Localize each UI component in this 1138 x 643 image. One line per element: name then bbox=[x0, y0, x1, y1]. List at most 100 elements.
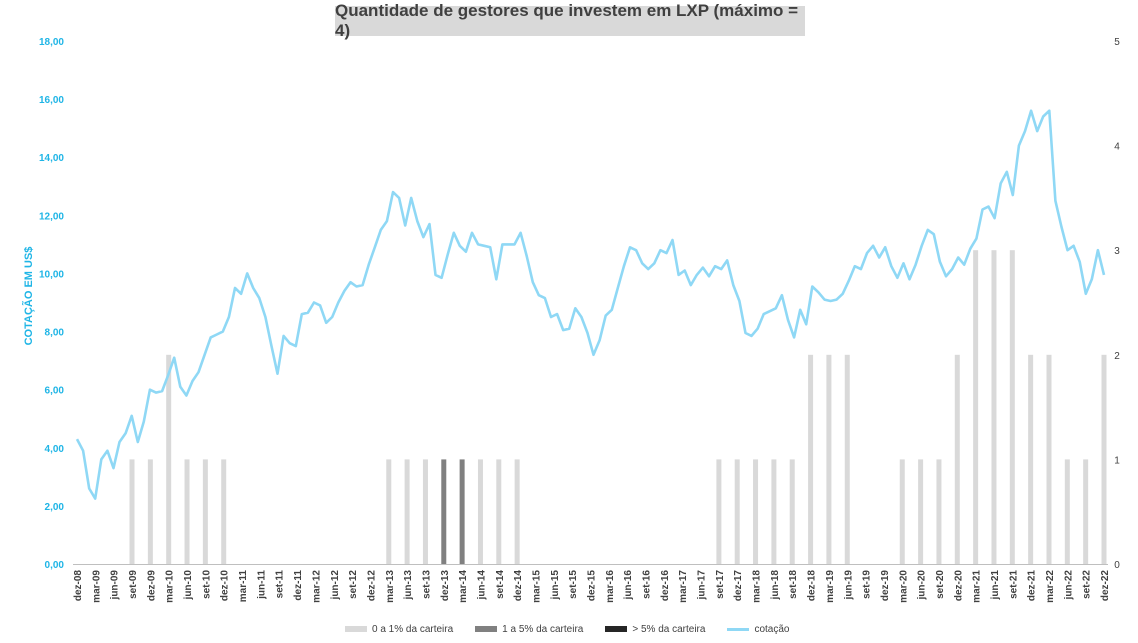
x-tick-label: set-20 bbox=[935, 570, 946, 599]
bar-low bbox=[221, 459, 227, 564]
legend-swatch-mid bbox=[475, 626, 498, 632]
legend-item-low: 0 a 1% da carteira bbox=[345, 624, 453, 635]
x-tick-label: set-13 bbox=[421, 570, 432, 599]
legend-swatch-line bbox=[727, 627, 750, 631]
bar-low bbox=[936, 459, 942, 564]
x-tick-label: jun-09 bbox=[110, 570, 121, 601]
y-right-tick-label: 3 bbox=[1114, 246, 1120, 257]
x-tick-label: jun-11 bbox=[256, 570, 267, 600]
x-tick-label: mar-11 bbox=[238, 570, 249, 603]
legend-label-high: > 5% da carteira bbox=[632, 623, 706, 635]
x-tick-label: jun-19 bbox=[843, 570, 854, 601]
series-line-cotacao bbox=[75, 109, 1106, 500]
x-tick-label: jun-16 bbox=[623, 570, 634, 601]
bar-low bbox=[1101, 354, 1107, 564]
bar-low bbox=[716, 459, 722, 564]
bar-low bbox=[991, 250, 997, 564]
x-tick-label: set-22 bbox=[1082, 570, 1093, 599]
x-tick-label: jun-18 bbox=[770, 570, 781, 601]
bar-low bbox=[404, 459, 410, 564]
legend-item-line: cotação bbox=[727, 624, 789, 635]
x-tick-label: dez-21 bbox=[1027, 570, 1038, 602]
y-right-tick-label: 5 bbox=[1114, 37, 1120, 48]
y-left-tick-label: 8,00 bbox=[45, 328, 65, 339]
legend-item-high: > 5% da carteira bbox=[605, 624, 705, 635]
x-tick-label: mar-12 bbox=[311, 570, 322, 603]
x-tick-label: jun-22 bbox=[1063, 570, 1074, 601]
bar-low bbox=[954, 354, 960, 564]
legend-item-mid: 1 a 5% da carteira bbox=[475, 624, 583, 635]
bar-low bbox=[734, 459, 740, 564]
y-left-tick-label: 2,00 bbox=[45, 502, 65, 513]
x-tick-label: jun-21 bbox=[990, 570, 1001, 601]
y-left-tick-label: 10,00 bbox=[39, 269, 64, 280]
x-tick-label: dez-17 bbox=[733, 570, 744, 602]
chart-title: Quantidade de gestores que investem em L… bbox=[335, 1, 805, 40]
x-tick-label: jun-17 bbox=[697, 570, 708, 601]
x-tick-label: set-10 bbox=[201, 570, 212, 599]
y-right-tick-label: 2 bbox=[1114, 351, 1120, 362]
bar-low bbox=[753, 459, 759, 564]
bar-low bbox=[918, 459, 924, 564]
x-tick-label: dez-08 bbox=[73, 570, 84, 602]
x-tick-label: set-19 bbox=[862, 570, 873, 599]
x-tick-label: set-12 bbox=[348, 570, 359, 599]
x-tick-label: dez-10 bbox=[220, 570, 231, 602]
legend: 0 a 1% da carteira 1 a 5% da carteira > … bbox=[345, 622, 789, 636]
bar-low bbox=[202, 459, 208, 564]
bar-low bbox=[808, 354, 814, 564]
bar-low bbox=[1028, 354, 1034, 564]
bar-low bbox=[422, 459, 428, 564]
x-tick-label: jun-20 bbox=[917, 570, 928, 601]
bar-low bbox=[496, 459, 502, 564]
x-tick-label: mar-22 bbox=[1045, 570, 1056, 603]
bar-low bbox=[166, 354, 172, 564]
x-tick-label: set-17 bbox=[715, 570, 726, 599]
y-right-tick-label: 1 bbox=[1114, 455, 1120, 466]
bar-low bbox=[1009, 250, 1015, 564]
x-tick-label: mar-16 bbox=[605, 570, 616, 603]
x-tick-label: jun-13 bbox=[403, 570, 414, 601]
bar-low bbox=[1064, 459, 1070, 564]
x-tick-label: dez-13 bbox=[440, 570, 451, 602]
y-left-tick-label: 6,00 bbox=[45, 386, 65, 397]
x-tick-label: dez-20 bbox=[953, 570, 964, 602]
x-tick-label: dez-14 bbox=[513, 570, 524, 602]
legend-label-line: cotação bbox=[754, 623, 790, 635]
x-tick-label: jun-15 bbox=[550, 570, 561, 601]
x-tick-label: mar-17 bbox=[678, 570, 689, 603]
bar-low bbox=[129, 459, 135, 564]
bar-low bbox=[477, 459, 483, 564]
legend-swatch-low bbox=[345, 626, 367, 632]
legend-label-mid: 1 a 5% da carteira bbox=[502, 623, 584, 635]
y-axis-left-label: COTAÇÃO EM US$ bbox=[23, 246, 35, 346]
x-tick-label: set-16 bbox=[642, 570, 653, 599]
y-left-tick-label: 12,00 bbox=[39, 211, 64, 222]
x-tick-label: jun-10 bbox=[183, 570, 194, 601]
legend-label-low: 0 a 1% da carteira bbox=[372, 623, 454, 635]
x-tick-label: mar-15 bbox=[531, 570, 542, 603]
bar-low bbox=[844, 354, 850, 564]
x-tick-label: dez-18 bbox=[807, 570, 818, 602]
x-tick-label: mar-13 bbox=[385, 570, 396, 603]
legend-swatch-high bbox=[605, 626, 628, 632]
y-right-tick-label: 4 bbox=[1114, 142, 1120, 153]
x-tick-label: dez-11 bbox=[293, 570, 304, 601]
x-tick-label: mar-18 bbox=[752, 570, 763, 603]
x-tick-label: mar-20 bbox=[898, 570, 909, 603]
bar-low bbox=[147, 459, 153, 564]
bar-low bbox=[1083, 459, 1089, 564]
x-tick-label: mar-14 bbox=[458, 570, 469, 603]
y-left-tick-label: 14,00 bbox=[39, 153, 64, 164]
bar-low bbox=[973, 250, 979, 564]
bar-low bbox=[826, 354, 832, 564]
bar-low bbox=[899, 459, 905, 564]
x-tick-label: dez-22 bbox=[1100, 570, 1111, 602]
x-tick-label: set-21 bbox=[1008, 570, 1019, 599]
x-tick-label: dez-15 bbox=[587, 570, 598, 602]
y-left-tick-label: 16,00 bbox=[39, 95, 64, 106]
x-tick-label: mar-19 bbox=[825, 570, 836, 603]
x-tick-label: set-18 bbox=[788, 570, 799, 599]
bar-low bbox=[184, 459, 190, 564]
